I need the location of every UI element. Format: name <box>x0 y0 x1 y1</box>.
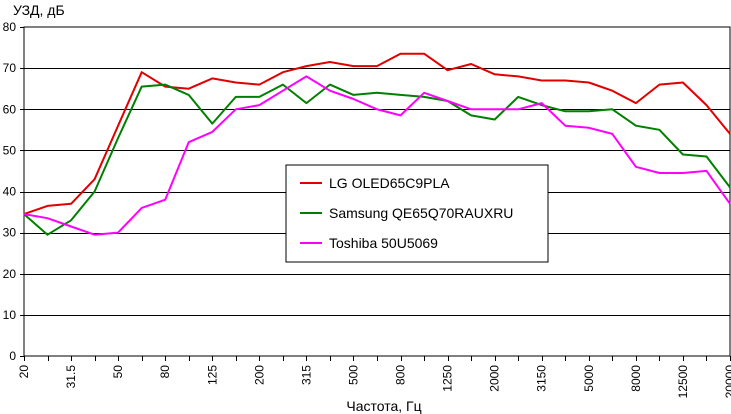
legend-box <box>285 164 549 263</box>
y-tick-label: 10 <box>3 308 17 322</box>
y-tick-label: 60 <box>3 102 17 116</box>
legend-entries: LG OLED65C9PLA Samsung QE65Q70RAUXRU Toshi… <box>300 175 513 251</box>
x-tick-label: 12500 <box>676 365 690 399</box>
y-tick-label: 0 <box>9 349 16 363</box>
y-tick-label: 70 <box>3 61 17 75</box>
legend-label: LG OLED65C9PLA <box>329 175 450 191</box>
series-line-2 <box>23 83 731 236</box>
legend-label: Samsung QE65Q70RAUXRU <box>329 205 513 221</box>
x-tick-label: 31.5 <box>64 365 78 389</box>
x-tick-label: 315 <box>299 365 313 385</box>
x-axis-ticks: 20 31.5 50 80 125 200 315 500 800 1250 2000 3150 500… <box>17 356 731 398</box>
x-tick-label: 3150 <box>535 365 549 392</box>
y-axis-ticks: 0 10 20 30 40 50 60 70 80 <box>3 20 24 363</box>
x-tick-label: 2000 <box>488 365 502 392</box>
x-tick-label: 1250 <box>441 365 455 392</box>
x-tick-label: 80 <box>158 365 172 379</box>
legend-label: Toshiba 50U5069 <box>329 235 438 251</box>
y-tick-label: 20 <box>3 267 17 281</box>
x-tick-label: 200 <box>252 365 266 385</box>
y-axis-title: УЗД, дБ <box>13 2 65 18</box>
x-tick-label: 5000 <box>582 365 596 392</box>
series-lines <box>23 52 731 236</box>
x-tick-label: 50 <box>111 365 125 379</box>
x-tick-label: 125 <box>205 365 219 385</box>
x-tick-label: 20000 <box>723 365 731 399</box>
x-tick-label: 500 <box>346 365 360 385</box>
x-tick-label: 800 <box>394 365 408 385</box>
y-tick-label: 40 <box>3 185 17 199</box>
y-tick-label: 80 <box>3 20 17 34</box>
y-tick-label: 30 <box>3 226 17 240</box>
series-line-3 <box>23 75 731 236</box>
legend: LG OLED65C9PLA Samsung QE65Q70RAUXRU Toshi… <box>285 164 549 263</box>
x-tick-label: 20 <box>17 365 31 379</box>
x-axis-title: Частота, Гц <box>346 398 421 414</box>
series-line-1 <box>23 52 731 216</box>
x-tick-label: 8000 <box>629 365 643 392</box>
y-tick-label: 50 <box>3 143 17 157</box>
